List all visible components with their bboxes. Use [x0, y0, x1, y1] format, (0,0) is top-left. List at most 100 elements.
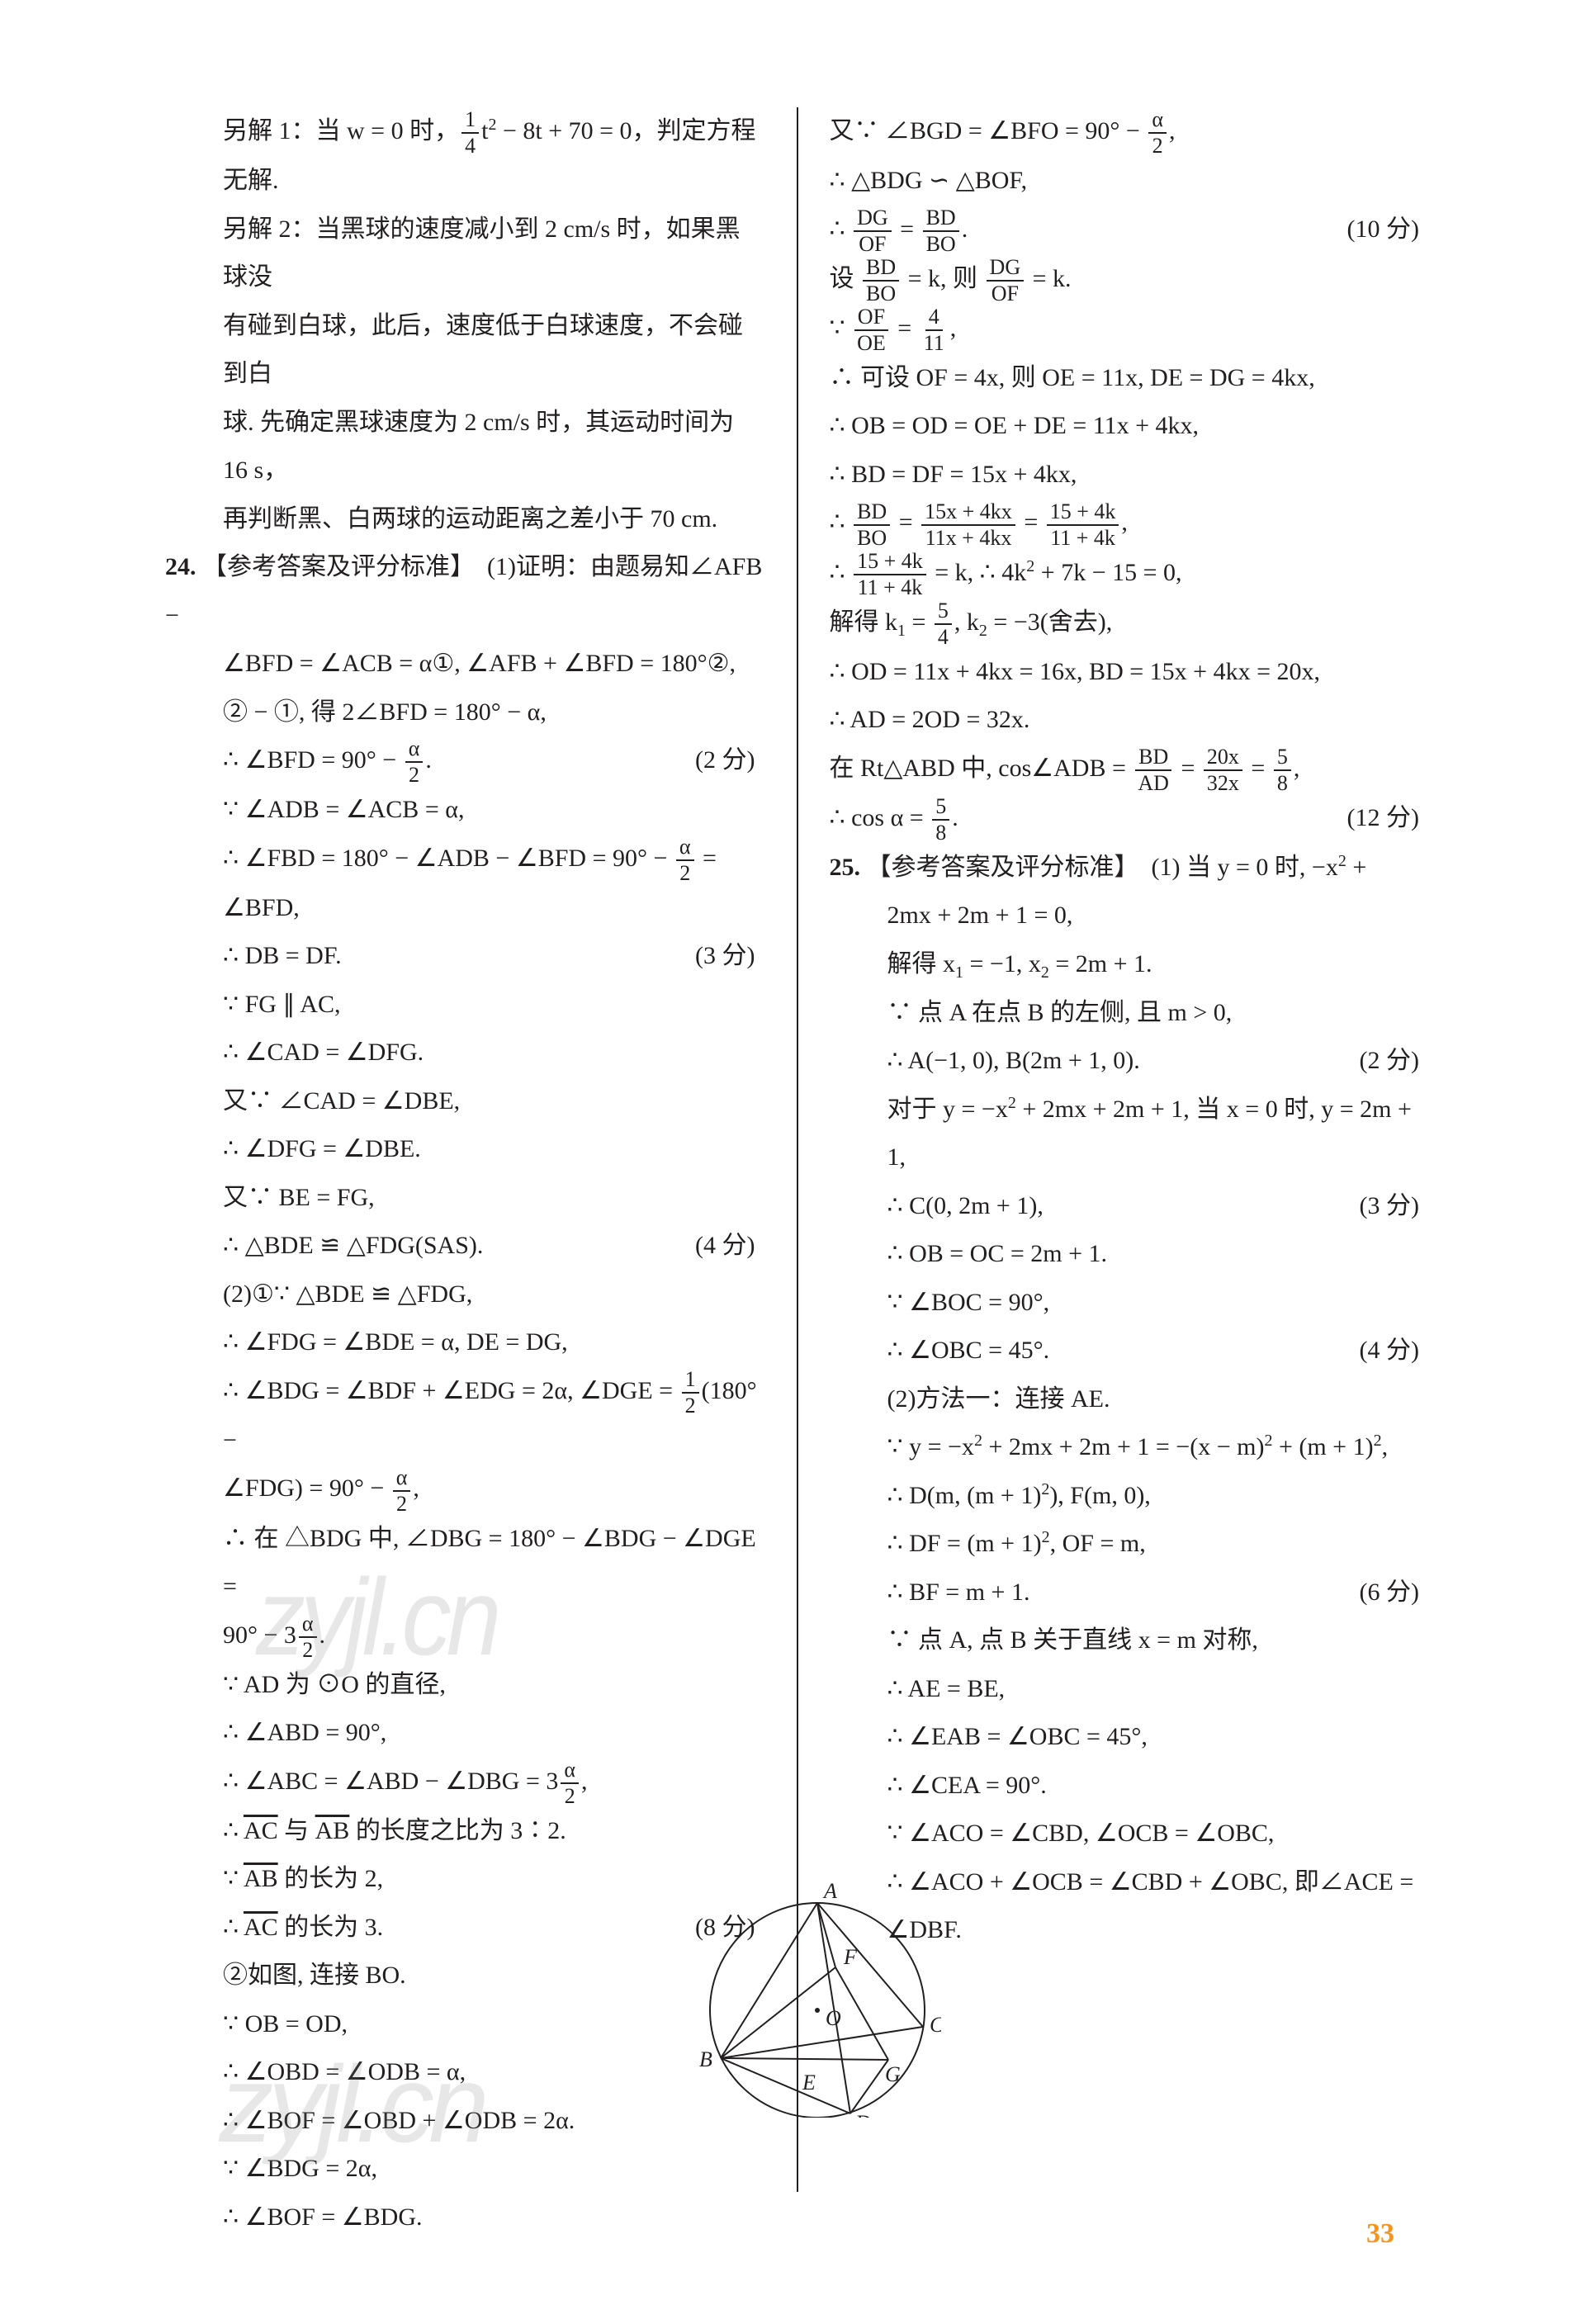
text-line: 在 Rt△ABD 中, cos∠ADB = BDAD = 20x32x = 58… [830, 745, 1428, 794]
line-text: ∵ AD 为 ⊙O 的直径, [223, 1671, 446, 1698]
text-line: ∴ D(m, (m + 1)2), F(m, 0), [830, 1472, 1428, 1521]
text-line: ∴ ∠EAB = ∠OBC = 45°, [830, 1713, 1428, 1762]
question-number: 24. [165, 553, 196, 580]
text-line: ∵ OB = OD, [165, 2000, 764, 2049]
score-mark: (6 分) [1360, 1569, 1427, 1617]
line-text: ∵ 点 A, 点 B 关于直线 x = m 对称, [887, 1626, 1258, 1654]
text-line: ∴ ∠CAD = ∠DFG. [165, 1029, 764, 1077]
line-text: ∴ ∠OBD = ∠ODB = α, [223, 2058, 466, 2085]
line-text: ∴ DB = DF. [223, 942, 342, 969]
text-line: (2)方法一：连接 AE. [830, 1375, 1428, 1424]
line-text: (2)方法一：连接 AE. [887, 1385, 1110, 1413]
text-line: ∴ DB = DF. (3 分) [165, 932, 764, 981]
text-line: ∵ OFOE = 411, [830, 305, 1428, 354]
text-line: ∴ OB = OD = OE + DE = 11x + 4kx, [830, 402, 1428, 451]
text-line: ∵ y = −x2 + 2mx + 2m + 1 = −(x − m)2 + (… [830, 1423, 1428, 1472]
svg-text:O: O [826, 2006, 841, 2030]
line-text: ∵ ∠BOC = 90°, [887, 1289, 1050, 1316]
text-line: ∵ ∠BOC = 90°, [830, 1279, 1428, 1328]
line-text: ∴ 在 △BDG 中, ∠DBG = 180° − ∠BDG − ∠DGE = [223, 1525, 756, 1601]
line-text: ∵ 点 A 在点 B 的左侧, 且 m > 0, [887, 999, 1233, 1026]
text-line: ∵ ∠ACO = ∠CBD, ∠OCB = ∠OBC, [830, 1810, 1428, 1858]
line-text: ∴ AC 的长为 3. [223, 1914, 383, 1941]
text-line: 解得 k1 = 54, k2 = −3(舍去), [830, 599, 1428, 648]
text-line: 又∵ BE = FG, [165, 1174, 764, 1223]
line-text: ∵ OFOE = 411, [830, 315, 957, 342]
line-text: ∴ OB = OD = OE + DE = 11x + 4kx, [830, 412, 1200, 439]
line-text: ∴ cos α = 58. [830, 804, 958, 831]
svg-text:E: E [802, 2071, 816, 2094]
line-text: ∴ BD = DF = 15x + 4kx, [830, 461, 1077, 488]
text-line: 再判断黑、白两球的运动距离之差小于 70 cm. [165, 495, 764, 544]
line-text: ∴ DGOF = BDBO. [830, 215, 968, 243]
text-line: ∴ AC 的长为 3.(8 分) [165, 1904, 764, 1952]
text-line: ∴ AE = BE, [830, 1665, 1428, 1714]
line-text: ∵ FG ∥ AC, [223, 991, 340, 1018]
line-text: ∴ AC 与 AB 的长度之比为 3∶2. [223, 1817, 566, 1844]
line-text: 另解 2：当黑球的速度减小到 2 cm/s 时，如果黑球没 [223, 215, 741, 291]
text-line: (2)①∵ △BDE ≌ △FDG, [165, 1271, 764, 1319]
right-column: 又∵ ∠BGD = ∠BFO = 90° − α2, ∴ △BDG ∽ △BOF,… [797, 107, 1428, 2241]
line-text: ∴ OD = 11x + 4kx = 16x, BD = 15x + 4kx =… [830, 658, 1321, 685]
text-line: ∵ 点 A 在点 B 的左侧, 且 m > 0, [830, 989, 1428, 1038]
text-line: ② − ①, 得 2∠BFD = 180° − α, [165, 689, 764, 737]
text-line: 另解 2：当黑球的速度减小到 2 cm/s 时，如果黑球没 [165, 206, 764, 302]
text-line: ∵ ∠ADB = ∠ACB = α, [165, 786, 764, 835]
text-line: ∴ ∠ACO + ∠OCB = ∠CBD + ∠OBC, 即∠ACE = ∠DB… [830, 1858, 1428, 1955]
score-mark: (3 分) [1360, 1182, 1427, 1231]
line-text: ∴ ∠BOF = ∠BDG. [223, 2203, 423, 2231]
text-line: ∴ OD = 11x + 4kx = 16x, BD = 15x + 4kx =… [830, 648, 1428, 697]
text-line: ∴ ∠BOF = ∠OBD + ∠ODB = 2α. [165, 2097, 764, 2146]
text-line: ∴ BD = DF = 15x + 4kx, [830, 451, 1428, 499]
text-line: ∠FDG) = 90° − α2, [165, 1465, 764, 1514]
text-line: ∵ AB 的长为 2, [165, 1855, 764, 1904]
text-line: ∴ A(−1, 0), B(2m + 1, 0).(2 分) [830, 1037, 1428, 1086]
text-line: ∴ ∠FBD = 180° − ∠ADB − ∠BFD = 90° − α2 =… [165, 835, 764, 933]
line-text: ∴ △BDE ≌ △FDG(SAS). [223, 1232, 483, 1259]
text-line: 另解 1：当 w = 0 时，14t2 − 8t + 70 = 0，判定方程无解… [165, 107, 764, 206]
score-mark: (12 分) [1347, 794, 1427, 843]
line-text: ∵ OB = OD, [223, 2010, 348, 2038]
score-mark: (2 分) [1360, 1037, 1427, 1086]
line-text: 90° − 3α2. [223, 1621, 325, 1649]
line-text: ∴ D(m, (m + 1)2), F(m, 0), [887, 1482, 1151, 1509]
line-text: ∴ BDBO = 15x + 4kx11x + 4kx = 15 + 4k11 … [830, 509, 1128, 536]
line-text: ∴ ∠BFD = 90° − α2. [223, 746, 432, 774]
text-line: ∴ OB = OC = 2m + 1. [830, 1230, 1428, 1279]
line-text: (2)①∵ △BDE ≌ △FDG, [223, 1280, 472, 1308]
line-text: 对于 y = −x2 + 2mx + 2m + 1, 当 x = 0 时, y … [887, 1096, 1412, 1171]
text-line: 25. 【参考答案及评分标准】 (1) 当 y = 0 时, −x2 + [830, 844, 1428, 892]
text-line: 90° − 3α2. [165, 1612, 764, 1661]
line-text: 有碰到白球，此后，速度低于白球速度，不会碰到白 [223, 312, 743, 388]
line-text: ∴ ∠DFG = ∠DBE. [223, 1135, 421, 1162]
line-text: ∴ ∠ACO + ∠OCB = ∠CBD + ∠OBC, 即∠ACE = ∠DB… [887, 1868, 1414, 1944]
score-mark: (3 分) [695, 932, 763, 981]
text-line: ∵ AD 为 ⊙O 的直径, [165, 1661, 764, 1710]
text-line: ∴ ∠BFD = 90° − α2.(2 分) [165, 736, 764, 786]
line-text: ∴ ∠ABC = ∠ABD − ∠DBG = 3α2, [223, 1768, 588, 1795]
text-line: ∴ △BDG ∽ △BOF, [830, 157, 1428, 206]
text-line: ∴ ∠OBC = 45°.(4 分) [830, 1327, 1428, 1375]
line-text: ∴ BF = m + 1. [887, 1579, 1030, 1606]
text-line: ∴ ∠ABD = 90°, [165, 1709, 764, 1758]
text-line: ∴ C(0, 2m + 1),(3 分) [830, 1182, 1428, 1231]
line-text: ∴ ∠BOF = ∠OBD + ∠ODB = 2α. [223, 2107, 575, 2134]
text-line: ∴ ∠ABC = ∠ABD − ∠DBG = 3α2, [165, 1758, 764, 1807]
score-mark: (4 分) [1360, 1327, 1427, 1375]
page-number: 33 [1366, 2218, 1394, 2250]
text-line: ∴ BF = m + 1. (6 分) [830, 1569, 1428, 1617]
text-line: ∵ ∠BDG = 2α, [165, 2145, 764, 2194]
text-line: ∴ 15 + 4k11 + 4k = k, ∴ 4k2 + 7k − 15 = … [830, 549, 1428, 599]
line-text: ∴ ∠ABD = 90°, [223, 1719, 386, 1746]
line-text: ∵ ∠ADB = ∠ACB = α, [223, 796, 464, 823]
text-line: ∴ △BDE ≌ △FDG(SAS).(4 分) [165, 1222, 764, 1271]
line-text: ∵ y = −x2 + 2mx + 2m + 1 = −(x − m)2 + (… [887, 1433, 1389, 1460]
page: 另解 1：当 w = 0 时，14t2 − 8t + 70 = 0，判定方程无解… [0, 0, 1576, 2324]
text-line: ∴ DGOF = BDBO.(10 分) [830, 206, 1428, 255]
line-text: ∴ AD = 2OD = 32x. [830, 706, 1030, 733]
svg-text:B: B [699, 2047, 712, 2071]
text-line: ∴ DF = (m + 1)2, OF = m, [830, 1520, 1428, 1569]
line-text: 又∵ ∠BGD = ∠BFO = 90° − α2, [830, 117, 1176, 144]
text-line: ∵ FG ∥ AC, [165, 981, 764, 1029]
text-line: 又∵ ∠CAD = ∠DBE, [165, 1077, 764, 1126]
